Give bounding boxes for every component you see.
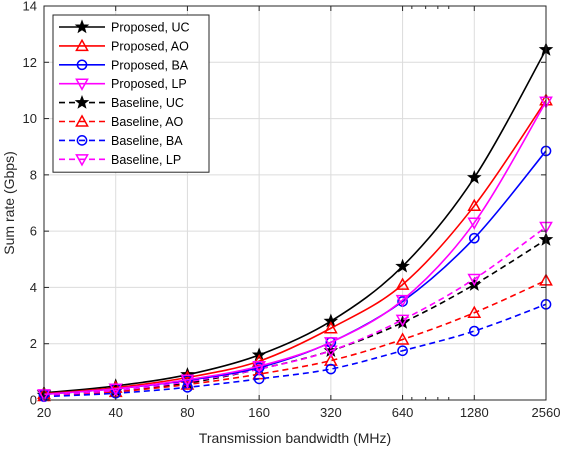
x-tick-label: 80 bbox=[180, 405, 194, 420]
legend-item-proposed-uc: Proposed, UC bbox=[59, 19, 190, 35]
data-point-proposed-ao bbox=[467, 198, 482, 212]
legend-label: Baseline, LP bbox=[111, 153, 181, 167]
legend-label: Baseline, UC bbox=[111, 96, 184, 110]
legend-label: Baseline, AO bbox=[111, 115, 184, 129]
data-point-proposed-lp bbox=[395, 294, 410, 308]
plot-frame bbox=[43, 5, 547, 401]
series-proposed-lp bbox=[37, 96, 553, 402]
data-point-proposed-lp bbox=[108, 383, 123, 396]
data-point-proposed-uc bbox=[467, 170, 482, 184]
data-point-baseline-lp bbox=[467, 273, 482, 287]
data-point-proposed-lp bbox=[323, 337, 338, 350]
data-point-proposed-lp bbox=[467, 217, 482, 230]
series-layer bbox=[36, 41, 554, 403]
data-point-baseline-lp bbox=[395, 314, 410, 327]
data-point-baseline-lp bbox=[252, 363, 267, 377]
x-tick-label: 640 bbox=[392, 405, 414, 420]
series-line-proposed-ba bbox=[43, 150, 547, 396]
x-tick-label: 2560 bbox=[532, 405, 561, 420]
y-tick-label: 6 bbox=[30, 224, 37, 239]
y-tick-label: 10 bbox=[23, 111, 37, 126]
y-tick-label: 14 bbox=[23, 0, 37, 14]
legend: Proposed, UC Proposed, AO Proposed, BA Prop… bbox=[52, 14, 210, 173]
legend-label: Proposed, LP bbox=[111, 77, 187, 91]
legend-label: Proposed, UC bbox=[111, 21, 190, 35]
y-tick-label: 2 bbox=[30, 336, 37, 351]
data-point-baseline-ao bbox=[467, 305, 482, 318]
data-point-baseline-ba bbox=[182, 381, 193, 393]
series-line-baseline-ba bbox=[43, 303, 547, 398]
grid-layer bbox=[43, 5, 547, 401]
y-tick-label: 0 bbox=[30, 393, 37, 408]
y-axis-label: Sum rate (Gbps) bbox=[1, 151, 17, 254]
data-point-proposed-ba bbox=[468, 232, 480, 244]
x-tick-label: 1280 bbox=[460, 405, 489, 420]
data-point-proposed-ao bbox=[323, 321, 338, 334]
legend-marker bbox=[76, 59, 88, 71]
y-tick-label: 4 bbox=[30, 280, 37, 295]
legend-box bbox=[52, 14, 210, 173]
x-tick-label: 160 bbox=[248, 405, 270, 420]
y-tick-label: 12 bbox=[23, 55, 37, 70]
legend-label: Baseline, BA bbox=[111, 134, 183, 148]
axes-layer bbox=[43, 5, 547, 401]
y-tick-label: 8 bbox=[30, 167, 37, 182]
data-point-baseline-ao bbox=[395, 332, 410, 345]
legend-marker bbox=[75, 114, 89, 127]
data-point-baseline-ba bbox=[325, 363, 337, 375]
legend-item-baseline-uc: Baseline, UC bbox=[59, 94, 184, 110]
legend-marker bbox=[76, 135, 88, 146]
legend-marker bbox=[74, 19, 90, 34]
x-axis-label: Transmission bandwidth (MHz) bbox=[199, 430, 391, 446]
data-point-baseline-ba bbox=[468, 325, 480, 337]
data-point-proposed-lp bbox=[252, 360, 267, 374]
data-point-proposed-ao bbox=[108, 380, 123, 393]
data-point-proposed-ao bbox=[395, 277, 410, 290]
legend-item-baseline-lp: Baseline, LP bbox=[59, 153, 181, 167]
legend-marker bbox=[74, 94, 90, 109]
data-point-baseline-ao bbox=[252, 366, 267, 380]
legend-label: Proposed, BA bbox=[111, 58, 189, 72]
ticks-layer: 20 40 80 160 320 640 1280 2560 0 2 4 6 8 10 12 14 bbox=[23, 0, 561, 420]
legend-item-baseline-ao: Baseline, AO bbox=[59, 114, 184, 129]
legend-label: Proposed, AO bbox=[111, 39, 189, 53]
data-point-baseline-ba bbox=[397, 345, 408, 357]
series-line-proposed-lp bbox=[43, 101, 547, 396]
data-point-proposed-uc bbox=[395, 258, 410, 273]
x-tick-label: 20 bbox=[37, 405, 51, 420]
x-tick-label: 320 bbox=[320, 405, 342, 420]
series-line-baseline-lp bbox=[43, 226, 547, 397]
legend-marker bbox=[75, 78, 89, 91]
legend-item-proposed-lp: Proposed, LP bbox=[59, 77, 187, 91]
legend-marker bbox=[75, 154, 89, 167]
data-point-proposed-lp bbox=[180, 374, 195, 387]
series-line-proposed-ao bbox=[43, 99, 547, 395]
x-tick-label: 40 bbox=[108, 405, 122, 420]
legend-item-proposed-ba: Proposed, BA bbox=[59, 58, 189, 72]
legend-item-baseline-ba: Baseline, BA bbox=[59, 134, 183, 148]
legend-marker bbox=[75, 38, 89, 52]
legend-item-proposed-ao: Proposed, AO bbox=[59, 38, 189, 53]
series-line-baseline-ao bbox=[43, 279, 547, 397]
